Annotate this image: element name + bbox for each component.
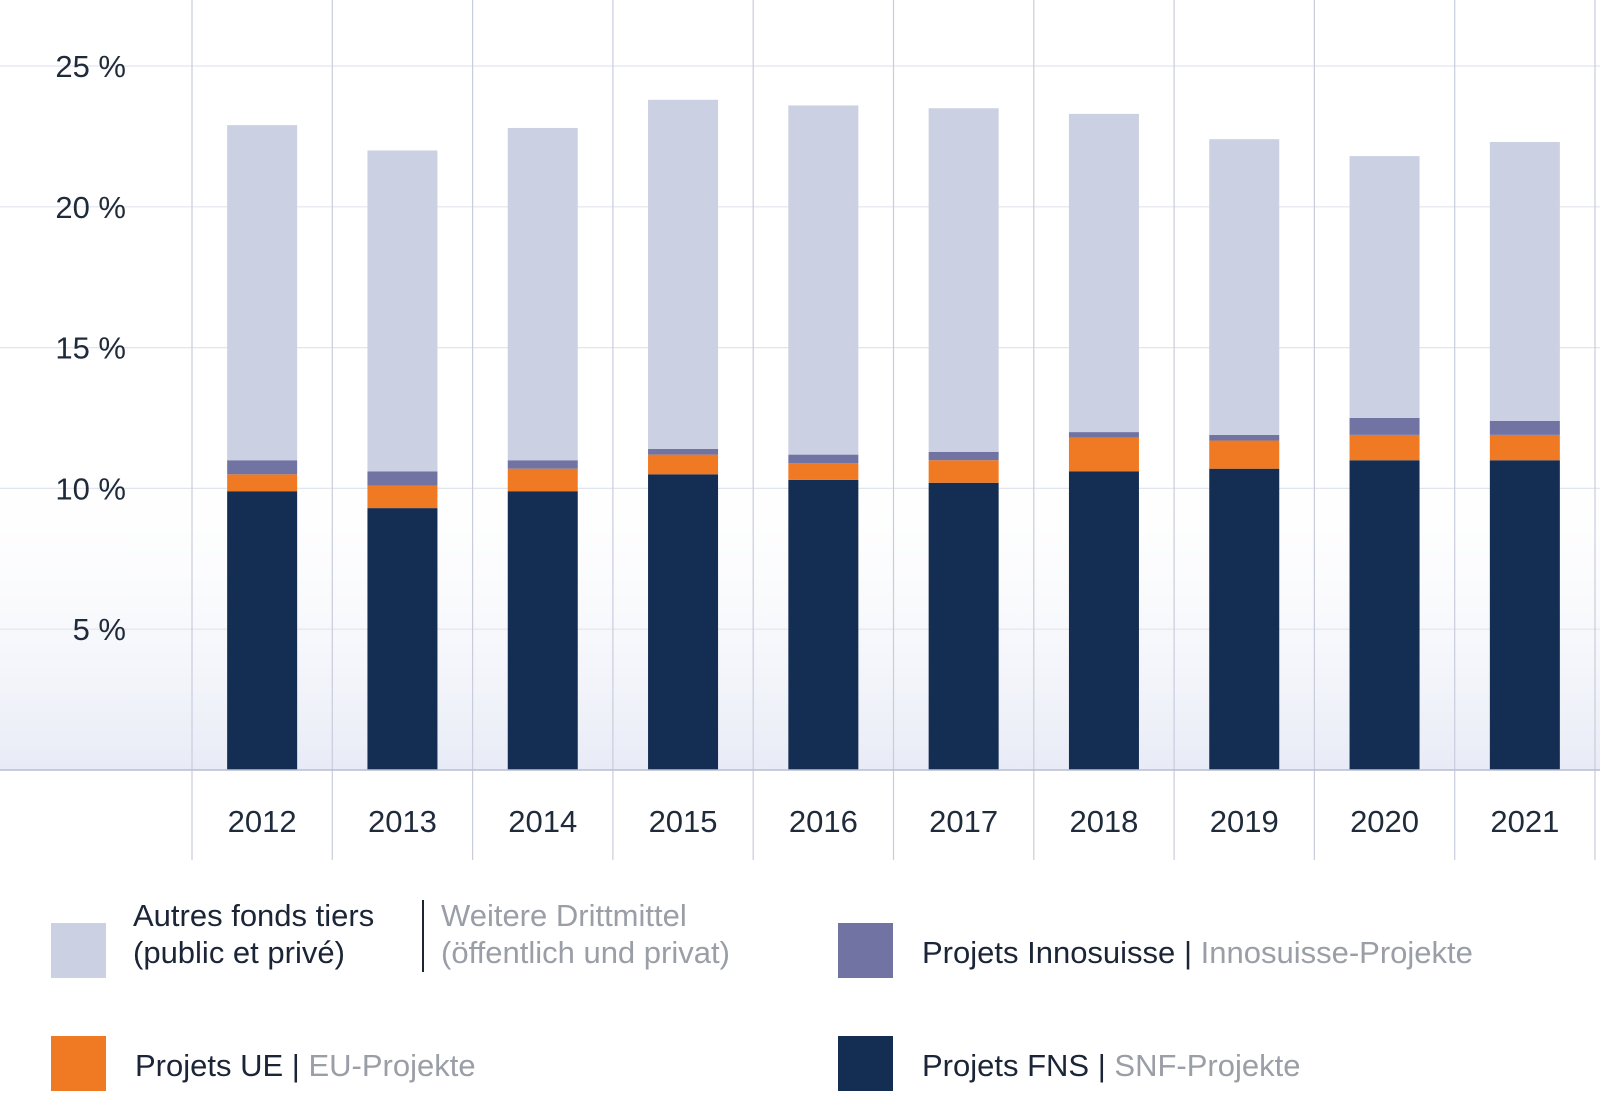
- bar-segment-ue-2015: [648, 454, 719, 475]
- bar-segment-ue-2020: [1349, 434, 1420, 461]
- bar-segment-ue-2017: [928, 460, 999, 483]
- x-tick-label: 2016: [789, 804, 858, 839]
- x-tick-label: 2019: [1210, 804, 1279, 839]
- x-tick-label: 2014: [508, 804, 577, 839]
- y-tick-label: 25 %: [55, 49, 126, 84]
- legend-label-ue: Projets UE | EU-Projekte: [135, 1047, 476, 1084]
- bar-segment-ue-2018: [1068, 437, 1139, 472]
- bar-segment-fns-2016: [788, 479, 859, 770]
- bar-segment-fns-2015: [648, 474, 719, 770]
- bar-segment-autres-2019: [1209, 139, 1280, 435]
- bar-segment-autres-2012: [227, 125, 298, 461]
- bar-segment-innosuisse-2016: [788, 454, 859, 464]
- bar-segment-ue-2021: [1489, 434, 1560, 461]
- bar-segment-fns-2017: [928, 482, 999, 770]
- legend-label-innosuisse: Projets Innosuisse | Innosuisse-Projekte: [922, 934, 1473, 971]
- bar-segment-fns-2020: [1349, 460, 1420, 770]
- legend-autres-de-line1: Weitere Drittmittel: [441, 898, 687, 933]
- y-tick-label: 5 %: [73, 612, 126, 647]
- bar-segment-autres-2013: [367, 150, 438, 472]
- x-tick-label: 2020: [1350, 804, 1419, 839]
- bar-segment-autres-2018: [1068, 113, 1139, 433]
- legend-swatch-ue: [51, 1036, 106, 1091]
- legend-fns-de: SNF-Projekte: [1114, 1048, 1301, 1083]
- bar-segment-autres-2017: [928, 108, 999, 452]
- legend-fns-sep: |: [1097, 1048, 1106, 1083]
- legend-innosuisse-sep: |: [1183, 935, 1192, 970]
- legend-ue-sep: |: [291, 1048, 300, 1083]
- bar-segment-autres-2016: [788, 105, 859, 455]
- legend-autres-fr-line1: Autres fonds tiers: [133, 898, 375, 933]
- bar-segment-fns-2018: [1068, 471, 1139, 770]
- x-tick-label: 2013: [368, 804, 437, 839]
- legend-label-fns: Projets FNS | SNF-Projekte: [922, 1047, 1300, 1084]
- column-dividers: [191, 0, 1596, 860]
- bar-segment-autres-2020: [1349, 156, 1420, 418]
- bar-segment-innosuisse-2012: [227, 460, 298, 475]
- legend-innosuisse-de: Innosuisse-Projekte: [1200, 935, 1473, 970]
- legend-ue-de: EU-Projekte: [308, 1048, 476, 1083]
- x-tick-label: 2018: [1069, 804, 1138, 839]
- legend-ue-fr: Projets UE: [135, 1048, 284, 1083]
- legend-swatch-innosuisse: [838, 923, 893, 978]
- x-tick-label: 2017: [929, 804, 998, 839]
- bar-segment-ue-2019: [1209, 440, 1280, 469]
- bar-segment-fns-2012: [227, 491, 298, 770]
- bar-segment-fns-2019: [1209, 468, 1280, 770]
- bar-segment-autres-2015: [648, 99, 719, 449]
- bars: [227, 99, 1560, 770]
- bar-segment-innosuisse-2020: [1349, 418, 1420, 435]
- bar-segment-innosuisse-2021: [1489, 420, 1560, 435]
- stacked-bar-chart: 5 % 10 % 15 % 20 % 25 % 2012 2013 2014 2015 2016…: [0, 0, 1600, 860]
- bar-segment-fns-2013: [367, 508, 438, 770]
- x-axis-ticks: 2012 2013 2014 2015 2016 2017 2018 2019 2020 2021: [228, 804, 1560, 839]
- legend-swatch-fns: [838, 1036, 893, 1091]
- bar-segment-autres-2014: [507, 127, 578, 461]
- bar-segment-innosuisse-2019: [1209, 434, 1280, 441]
- legend-fns-fr: Projets FNS: [922, 1048, 1090, 1083]
- legend-autres-fr-line2: (public et privé): [133, 935, 345, 970]
- bar-segment-fns-2014: [507, 491, 578, 770]
- legend-label-autres-de: Weitere Drittmittel (öffentlich und priv…: [441, 897, 730, 971]
- bar-segment-fns-2021: [1489, 460, 1560, 770]
- legend-swatch-autres: [51, 923, 106, 978]
- legend-innosuisse-fr: Projets Innosuisse: [922, 935, 1176, 970]
- x-tick-label: 2021: [1490, 804, 1559, 839]
- bar-segment-innosuisse-2017: [928, 451, 999, 461]
- y-tick-label: 20 %: [55, 190, 126, 225]
- legend-label-autres-fr: Autres fonds tiers (public et privé): [133, 897, 374, 971]
- bar-segment-ue-2012: [227, 474, 298, 492]
- legend-divider: [422, 900, 424, 972]
- x-tick-label: 2015: [649, 804, 718, 839]
- x-tick-label: 2012: [228, 804, 297, 839]
- bar-segment-innosuisse-2018: [1068, 432, 1139, 438]
- bar-segment-innosuisse-2013: [367, 471, 438, 486]
- y-tick-label: 10 %: [55, 471, 126, 506]
- bar-segment-innosuisse-2014: [507, 460, 578, 469]
- bar-segment-innosuisse-2015: [648, 448, 719, 455]
- y-tick-label: 15 %: [55, 331, 126, 366]
- legend-autres-de-line2: (öffentlich und privat): [441, 935, 730, 970]
- bar-segment-autres-2021: [1489, 142, 1560, 421]
- y-axis-ticks: 5 % 10 % 15 % 20 % 25 %: [55, 49, 126, 647]
- bar-segment-ue-2016: [788, 463, 859, 480]
- bar-segment-ue-2014: [507, 468, 578, 492]
- bar-segment-ue-2013: [367, 485, 438, 509]
